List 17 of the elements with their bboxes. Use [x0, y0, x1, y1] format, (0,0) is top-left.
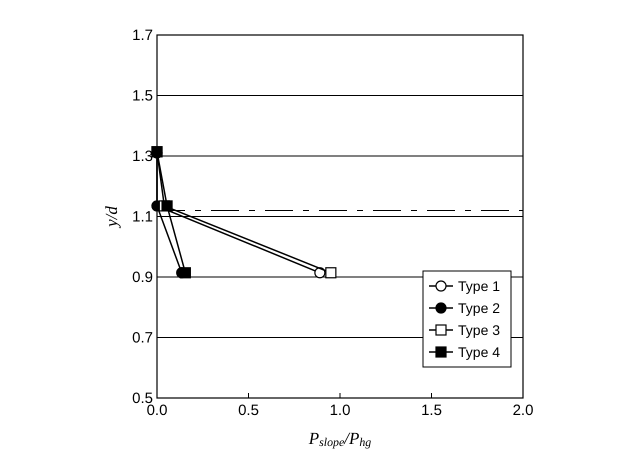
x-tick-label: 2.0	[512, 402, 534, 419]
x-tick-label: 1.0	[330, 402, 350, 419]
y-tick-label: 0.9	[132, 269, 153, 286]
legend-label: Type 1	[458, 278, 500, 294]
legend-label: Type 4	[458, 344, 500, 360]
y-tick-label: 0.7	[132, 330, 153, 346]
x-axis-title: P$_{slope}$/P$_{hg}$	[308, 429, 372, 449]
y-tick-label: 1.7	[132, 27, 153, 44]
x-tick-label: 1.5	[421, 402, 442, 419]
x-tick-label: 0.0	[146, 402, 168, 419]
y-tick-label: 1.5	[132, 88, 153, 104]
y-tick-label: 1.1	[132, 208, 153, 226]
y-tick-label: 1.3	[132, 148, 153, 165]
y-axis-title: y/d	[102, 206, 121, 229]
legend-label: Type 2	[458, 300, 500, 316]
x-tick-label: 0.5	[238, 402, 259, 419]
legend-label: Type 3	[458, 322, 500, 338]
